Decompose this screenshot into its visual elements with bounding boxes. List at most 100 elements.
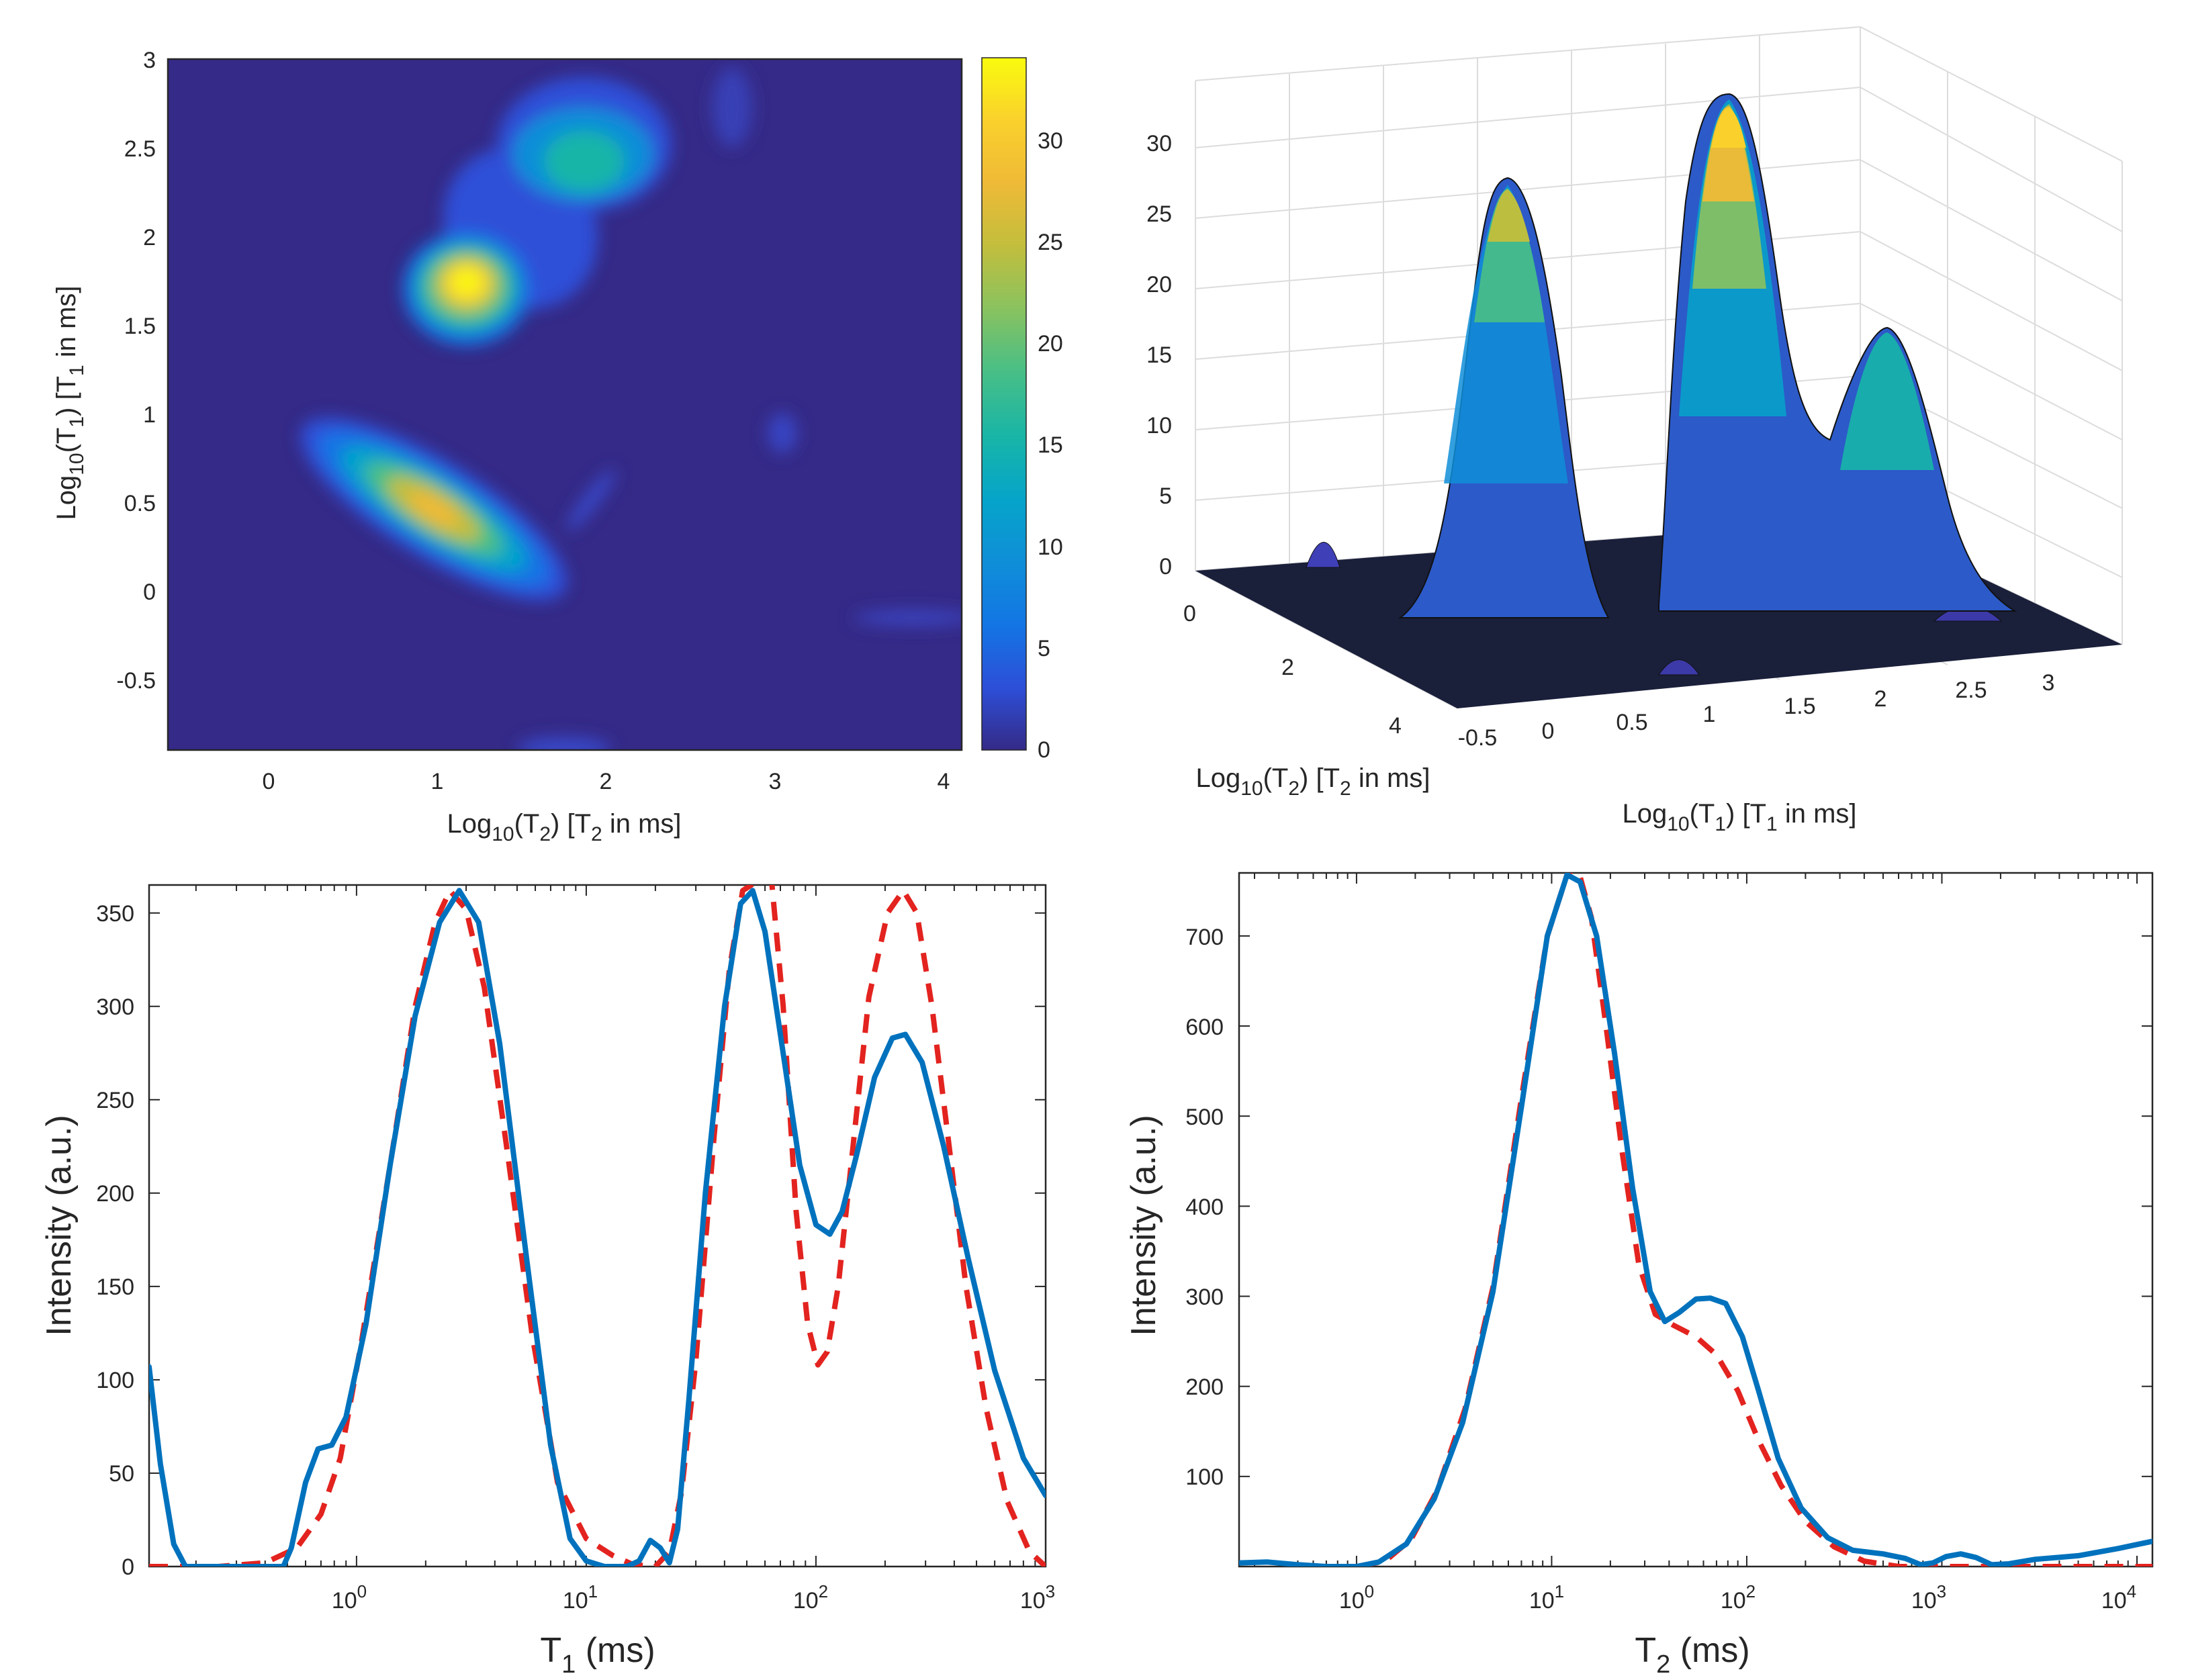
heatmap-ytick-15: 1.5 bbox=[124, 314, 156, 339]
t1-ytick-250: 250 bbox=[96, 1088, 134, 1113]
heatmap-xticks: 0 1 2 3 4 bbox=[263, 769, 950, 794]
surface-t1-tick-1: 1 bbox=[1703, 702, 1716, 727]
colorbar-tick-5: 5 bbox=[1038, 636, 1050, 661]
t1-yticks: 0 50 100 150 200 250 300 350 bbox=[96, 901, 134, 1580]
t2-ytick-100: 100 bbox=[1185, 1464, 1224, 1490]
surface-t1-tick-3: 3 bbox=[2042, 670, 2055, 696]
t1-ytick-200: 200 bbox=[96, 1181, 134, 1207]
surface-t2-tick-4: 4 bbox=[1389, 713, 1402, 739]
t2-ytick-200: 200 bbox=[1185, 1374, 1224, 1400]
t2-series bbox=[1239, 873, 2152, 1567]
heatmap-ytick-1: 1 bbox=[143, 402, 156, 428]
t1-ytick-100: 100 bbox=[96, 1368, 134, 1393]
t1-axes-frame bbox=[148, 884, 1047, 1568]
t1-panel: 0 50 100 150 200 250 300 350 100 101 102… bbox=[40, 884, 1055, 1679]
t2-xticks: 100 101 102 103 104 bbox=[1339, 1581, 2136, 1614]
t1-xticks: 100 101 102 103 bbox=[332, 1581, 1055, 1614]
t2-xtick-1e4: 104 bbox=[2101, 1581, 2136, 1614]
surface-ztick-15: 15 bbox=[1146, 342, 1172, 368]
colorbar-tick-10: 10 bbox=[1038, 534, 1063, 560]
surface-ztick-0: 0 bbox=[1159, 554, 1172, 579]
heatmap-xtick-3: 3 bbox=[769, 769, 782, 794]
surface-ztick-10: 10 bbox=[1146, 413, 1172, 438]
heatmap-ytick-3: 3 bbox=[143, 48, 156, 73]
heatmap-ytick-2: 2 bbox=[143, 225, 156, 250]
surface-t1-tick-2: 2 bbox=[1874, 686, 1887, 712]
heatmap-xtick-0: 0 bbox=[263, 769, 275, 794]
heatmap-yticks: -0.5 0 0.5 1 1.5 2 2.5 3 bbox=[116, 48, 156, 694]
surface-t1-tick-15: 1.5 bbox=[1784, 694, 1815, 719]
surface-t2-tick-2: 2 bbox=[1281, 655, 1294, 680]
heatmap-faint-4 bbox=[517, 737, 611, 750]
t2-ylabel: Intensity (a.u.) bbox=[1124, 1115, 1163, 1336]
t1-ytick-50: 50 bbox=[109, 1461, 134, 1487]
t1-xtick-1e0: 100 bbox=[332, 1581, 367, 1614]
heatmap-peak-2 bbox=[403, 77, 672, 346]
t2dist-series-solid bbox=[1239, 873, 2152, 1567]
t1-ylabel: Intensity (a.u.) bbox=[40, 1115, 79, 1336]
t2-xtick-1e0: 100 bbox=[1339, 1581, 1374, 1614]
surface-t1-tick-n05: -0.5 bbox=[1458, 725, 1498, 751]
t2-ytick-600: 600 bbox=[1185, 1015, 1224, 1040]
heatmap-faint-5 bbox=[712, 67, 752, 148]
t1-xtick-1e3: 103 bbox=[1020, 1581, 1055, 1614]
t2-ytick-300: 300 bbox=[1185, 1285, 1224, 1310]
heatmap-ytick-25: 2.5 bbox=[124, 136, 156, 162]
heatmap-xlabel: Log10(T2) [T2 in ms] bbox=[447, 809, 681, 845]
t2-tick-marks bbox=[1239, 873, 2152, 1567]
t2-ytick-700: 700 bbox=[1185, 925, 1224, 950]
colorbar-ticks: 0 5 10 15 20 25 30 bbox=[1038, 128, 1063, 763]
heatmap-ytick-05: 0.5 bbox=[124, 491, 156, 516]
t1-xtick-1e2: 102 bbox=[793, 1581, 828, 1614]
t1-ytick-350: 350 bbox=[96, 901, 134, 927]
heatmap-panel: 0 1 2 3 4 -0.5 0 0.5 1 1.5 2 2.5 3 Log10… bbox=[52, 48, 1063, 845]
t2-yticks: 100 200 300 400 500 600 700 bbox=[1185, 925, 1224, 1490]
surface-zticks: 0 5 10 15 20 25 30 bbox=[1146, 131, 1172, 579]
surface-t1-tick-05: 0.5 bbox=[1616, 710, 1647, 735]
surface-t1-tick-25: 2.5 bbox=[1955, 678, 1987, 703]
heatmap-faint-2 bbox=[566, 469, 616, 532]
colorbar-gradient bbox=[981, 57, 1027, 751]
heatmap-xtick-1: 1 bbox=[431, 769, 444, 794]
heatmap-frame bbox=[167, 58, 963, 751]
t1-ytick-300: 300 bbox=[96, 994, 134, 1020]
heatmap-ytick-n05: -0.5 bbox=[116, 668, 156, 694]
surface-t1-tick-0: 0 bbox=[1542, 718, 1555, 744]
surface-ztick-20: 20 bbox=[1146, 272, 1172, 297]
t2-panel: 100 200 300 400 500 600 700 100 101 102 … bbox=[1124, 872, 2154, 1679]
colorbar-tick-15: 15 bbox=[1038, 432, 1063, 458]
colorbar-tick-25: 25 bbox=[1038, 230, 1063, 255]
surface-t2-label: Log10(T2) [T2 in ms] bbox=[1195, 763, 1430, 800]
t2dist-series-dashed bbox=[1297, 873, 2152, 1567]
surface-ztick-5: 5 bbox=[1159, 483, 1172, 509]
heatmap-faint-1 bbox=[768, 413, 797, 453]
t1dist-series-dashed bbox=[149, 885, 1046, 1567]
t2-ytick-500: 500 bbox=[1185, 1105, 1224, 1130]
t2-xlabel: T2 (ms) bbox=[1635, 1631, 1749, 1679]
surface-t2-ticks: 0 2 4 bbox=[1183, 601, 1402, 739]
t1-ytick-0: 0 bbox=[122, 1554, 134, 1580]
colorbar: 0 5 10 15 20 25 30 bbox=[981, 57, 1063, 763]
surface-t2-tick-0: 0 bbox=[1183, 601, 1196, 626]
heatmap-xtick-4: 4 bbox=[938, 769, 950, 794]
surface-t1-label: Log10(T1) [T1 in ms] bbox=[1622, 799, 1856, 835]
t1dist-series-solid bbox=[149, 888, 1046, 1567]
t1-tick-marks bbox=[149, 885, 1046, 1567]
t2-xtick-1e2: 102 bbox=[1721, 1581, 1756, 1614]
heatmap-ytick-0: 0 bbox=[143, 579, 156, 605]
surface-peak-left bbox=[1398, 177, 1610, 618]
heatmap-faint-3 bbox=[853, 610, 962, 626]
surface-peak-tall bbox=[1658, 93, 2017, 612]
colorbar-tick-20: 20 bbox=[1038, 331, 1063, 357]
surface-ztick-25: 25 bbox=[1146, 201, 1172, 227]
t1-xlabel: T1 (ms) bbox=[540, 1631, 655, 1679]
heatmap-xtick-2: 2 bbox=[600, 769, 612, 794]
t2-ytick-400: 400 bbox=[1185, 1195, 1224, 1220]
heatmap-peak-1 bbox=[300, 417, 567, 601]
colorbar-tick-30: 30 bbox=[1038, 128, 1063, 154]
t2-axes-frame bbox=[1238, 872, 2154, 1568]
surface-panel: 0 5 10 15 20 25 30 0 2 4 -0.5 0 0.5 1 1.… bbox=[1146, 26, 2123, 835]
t1-ytick-150: 150 bbox=[96, 1274, 134, 1300]
t2-xtick-1e1: 101 bbox=[1529, 1581, 1564, 1614]
